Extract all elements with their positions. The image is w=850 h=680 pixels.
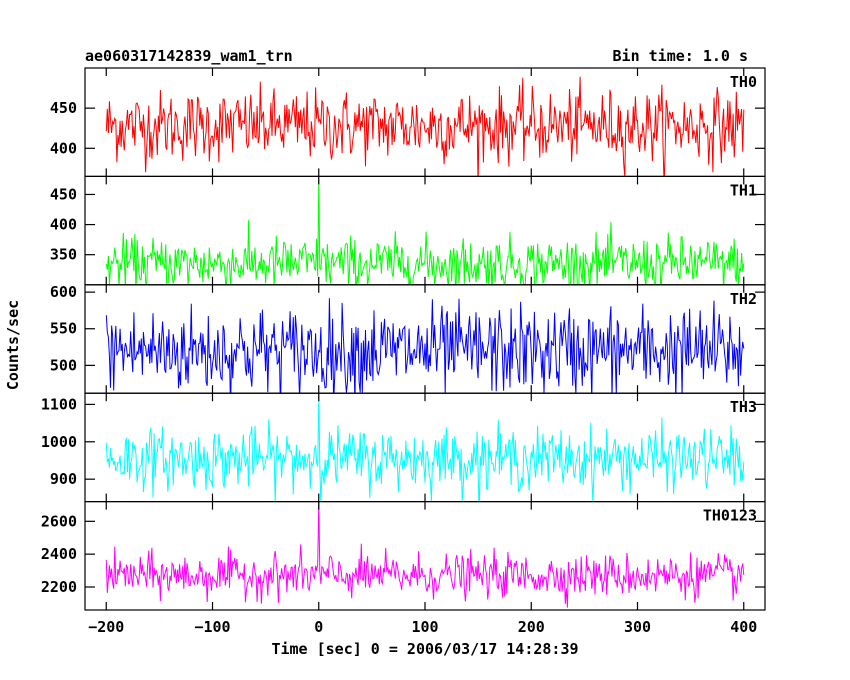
y-tick-label: 900 (50, 470, 77, 488)
y-tick-label: 450 (50, 99, 77, 117)
y-tick-label: 550 (50, 320, 77, 338)
x-tick-label: −100 (194, 618, 230, 636)
x-tick-label: 0 (314, 618, 323, 636)
series-line-th2 (105, 298, 745, 394)
bin-time-label: Bin time: 1.0 s (613, 47, 748, 65)
y-tick-label: 350 (50, 246, 77, 264)
y-tick-label: 2600 (41, 512, 77, 530)
panel-th1: 350 400 450 TH1 (50, 175, 766, 286)
y-tick-label: 400 (50, 139, 77, 157)
y-tick-label: 2200 (41, 578, 77, 596)
x-tick-label: 300 (624, 618, 651, 636)
panel-th3: 900 1000 1100 TH3 (41, 392, 766, 503)
y-tick-label: 450 (50, 185, 77, 203)
series-line-th3 (105, 395, 745, 502)
y-tick-label: 400 (50, 216, 77, 234)
y-tick-label: 2400 (41, 545, 77, 563)
panel-label: TH2 (730, 290, 757, 308)
series-line-th0 (105, 76, 745, 177)
y-tick-label: 600 (50, 283, 77, 301)
panel-th0: 400 450 TH0 (50, 67, 766, 178)
panel-frame (84, 284, 766, 394)
chart-title: ae060317142839_wam1_trn (85, 47, 293, 65)
series-line-th0123 (105, 501, 745, 608)
y-axis-label: Counts/sec (4, 300, 22, 390)
y-tick-label: 1000 (41, 433, 77, 451)
x-tick-label: 200 (518, 618, 545, 636)
panel-label: TH0 (730, 73, 757, 91)
series-line-th1 (105, 179, 745, 285)
panel-th0123: 2200 2400 2600 TH0123 (41, 501, 766, 611)
x-tick-label: 100 (411, 618, 438, 636)
y-tick-label: 500 (50, 356, 77, 374)
x-tick-label: 400 (730, 618, 757, 636)
x-axis-label: Time [sec] 0 = 2006/03/17 14:28:39 (271, 640, 578, 658)
panel-label: TH0123 (703, 507, 757, 525)
x-axis: −200 −100 0 100 200 300 400 (88, 618, 757, 636)
panel-label: TH3 (730, 398, 757, 416)
panel-th2: 500 550 600 TH2 (50, 283, 766, 394)
panel-label: TH1 (730, 181, 757, 199)
x-tick-label: −200 (88, 618, 124, 636)
panel-frame (84, 501, 766, 611)
panels: 400 450 TH0 350 400 450 TH1 500 550 600 TH2 900 1000… (41, 67, 766, 611)
y-tick-label: 1100 (41, 395, 77, 413)
